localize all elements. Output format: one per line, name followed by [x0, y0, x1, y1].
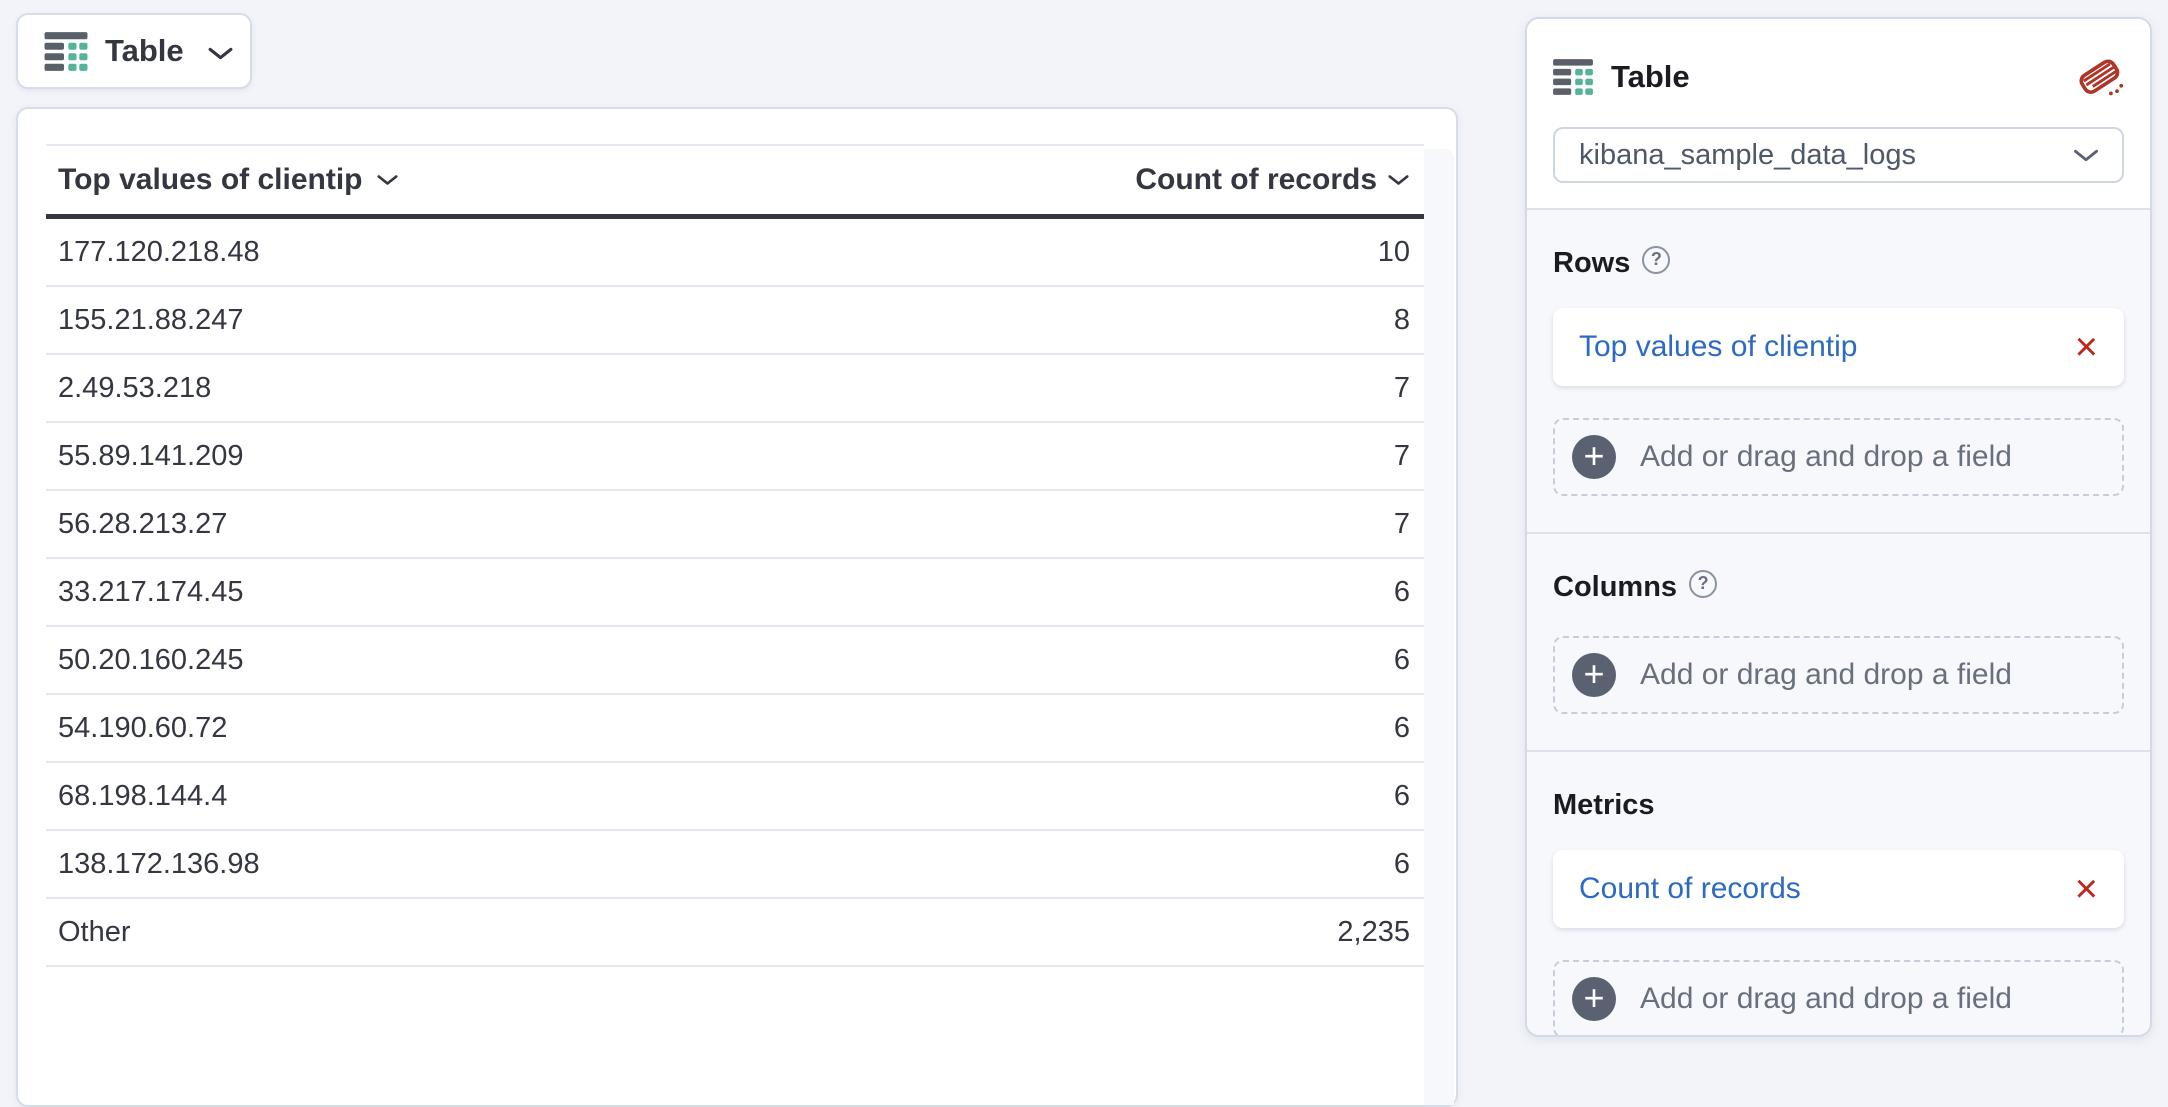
row-label-cell[interactable]: 56.28.213.27	[58, 507, 228, 540]
layer-panel-header: Table kibana_sample_data_logs	[1527, 19, 2150, 208]
data-grid: Top values of clientip Count of records …	[46, 144, 1424, 967]
columns-section: Columns ? + Add or drag and drop a field	[1527, 532, 2150, 750]
table-row: Other 2,235	[46, 899, 1424, 967]
row-label-cell[interactable]: 55.89.141.209	[58, 439, 244, 472]
row-value-cell[interactable]: 6	[1393, 643, 1410, 676]
row-label-cell[interactable]: 177.120.218.48	[58, 235, 260, 268]
plus-icon: +	[1572, 435, 1616, 479]
row-value-cell[interactable]: 6	[1393, 847, 1410, 880]
add-field-label: Add or drag and drop a field	[1640, 440, 2012, 473]
row-value-cell[interactable]: 6	[1393, 575, 1410, 608]
layer-config-panel: Table kibana_sample_data_logs	[1525, 17, 2152, 1037]
scrollbar-gutter[interactable]	[1424, 149, 1454, 1105]
column-header-count-of-records[interactable]: Count of records	[1004, 163, 1424, 197]
dimension-trigger[interactable]: Count of records	[1579, 872, 1801, 905]
add-field-drop-target[interactable]: + Add or drag and drop a field	[1553, 960, 2124, 1035]
table-row: 138.172.136.98 6	[46, 831, 1424, 899]
remove-dimension-button[interactable]: ×	[2074, 325, 2098, 369]
plus-icon: +	[1572, 653, 1616, 697]
table-row: 68.198.144.4 6	[46, 763, 1424, 831]
dimension-top-values-of-clientip: Top values of clientip ×	[1553, 308, 2124, 386]
chart-type-label: Table	[105, 33, 184, 68]
row-label-cell[interactable]: 2.49.53.218	[58, 371, 212, 404]
add-field-label: Add or drag and drop a field	[1640, 658, 2012, 691]
help-icon[interactable]: ?	[1689, 569, 1718, 598]
row-label-cell[interactable]: Other	[58, 915, 131, 948]
table-chart-icon	[44, 31, 88, 71]
data-view-select[interactable]: kibana_sample_data_logs	[1553, 127, 2124, 183]
row-value-cell[interactable]: 7	[1393, 507, 1410, 540]
plus-icon: +	[1572, 977, 1616, 1021]
row-label-cell[interactable]: 33.217.174.45	[58, 575, 244, 608]
row-value-cell[interactable]: 6	[1393, 711, 1410, 744]
column-header-label: Count of records	[1135, 163, 1377, 196]
rows-section-label: Rows	[1553, 247, 1631, 279]
columns-section-label: Columns	[1553, 571, 1678, 603]
table-row: 2.49.53.218 7	[46, 355, 1424, 423]
dimension-trigger[interactable]: Top values of clientip	[1579, 330, 1858, 363]
row-value-cell[interactable]: 6	[1393, 779, 1410, 812]
help-icon[interactable]: ?	[1642, 245, 1671, 274]
table-row: 155.21.88.247 8	[46, 287, 1424, 355]
row-label-cell[interactable]: 68.198.144.4	[58, 779, 228, 812]
remove-dimension-button[interactable]: ×	[2074, 867, 2098, 911]
chevron-down-icon	[2073, 149, 2099, 161]
column-header-label: Top values of clientip	[58, 163, 363, 196]
eraser-icon	[2079, 59, 2124, 96]
data-grid-body: 177.120.218.48 10 155.21.88.247 8 2.49.53.21…	[46, 219, 1424, 967]
row-label-cell[interactable]: 138.172.136.98	[58, 847, 260, 880]
row-label-cell[interactable]: 155.21.88.247	[58, 303, 244, 336]
data-grid-header: Top values of clientip Count of records	[46, 144, 1424, 219]
row-value-cell[interactable]: 2,235	[1337, 915, 1410, 948]
row-value-cell[interactable]: 7	[1393, 371, 1410, 404]
table-visualization-panel: Top values of clientip Count of records …	[16, 107, 1458, 1107]
data-view-value: kibana_sample_data_logs	[1579, 138, 1916, 171]
table-row: 50.20.160.245 6	[46, 627, 1424, 695]
chevron-down-icon	[1388, 175, 1409, 185]
chevron-down-icon	[208, 47, 233, 59]
column-header-top-values-of-clientip[interactable]: Top values of clientip	[46, 163, 1004, 197]
metrics-section-label: Metrics	[1553, 789, 1655, 821]
chart-type-switcher-button[interactable]: Table	[16, 13, 252, 89]
row-value-cell[interactable]: 10	[1377, 235, 1410, 268]
chevron-down-icon	[377, 175, 399, 185]
add-field-drop-target[interactable]: + Add or drag and drop a field	[1553, 636, 2124, 714]
add-field-label: Add or drag and drop a field	[1640, 982, 2012, 1015]
metrics-section: Metrics Count of records × + Add or drag…	[1527, 750, 2150, 1035]
add-field-drop-target[interactable]: + Add or drag and drop a field	[1553, 418, 2124, 496]
table-row: 55.89.141.209 7	[46, 423, 1424, 491]
table-chart-icon	[1553, 59, 1593, 95]
row-value-cell[interactable]: 7	[1393, 439, 1410, 472]
rows-section: Rows ? Top values of clientip × + Add or…	[1527, 208, 2150, 532]
table-row: 177.120.218.48 10	[46, 219, 1424, 287]
table-row: 56.28.213.27 7	[46, 491, 1424, 559]
table-row: 54.190.60.72 6	[46, 695, 1424, 763]
row-label-cell[interactable]: 54.190.60.72	[58, 711, 228, 744]
row-label-cell[interactable]: 50.20.160.245	[58, 643, 244, 676]
clear-layer-button[interactable]	[2078, 56, 2124, 98]
row-value-cell[interactable]: 8	[1393, 303, 1410, 336]
table-row: 33.217.174.45 6	[46, 559, 1424, 627]
dimension-count-of-records: Count of records ×	[1553, 850, 2124, 928]
layer-panel-title: Table	[1611, 59, 1690, 94]
